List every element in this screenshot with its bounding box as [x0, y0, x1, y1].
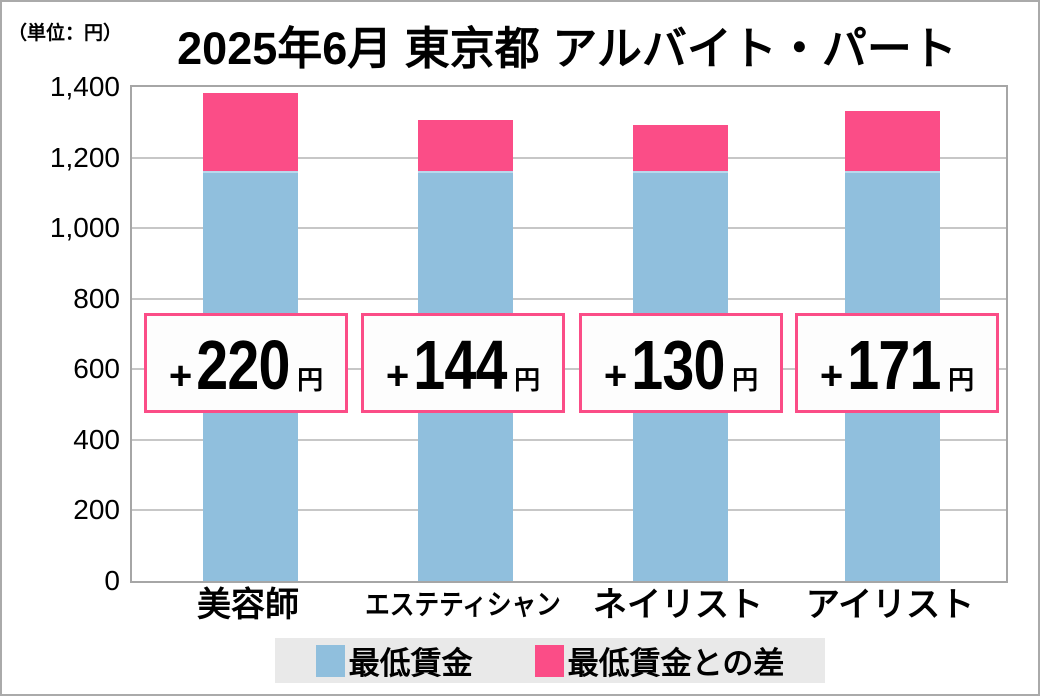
gridline	[132, 368, 1006, 371]
gridline	[132, 509, 1006, 512]
annotation-unit: 円	[732, 365, 759, 395]
annotation-text: +130 円	[604, 330, 758, 400]
y-axis-tick-label: 200	[73, 494, 120, 526]
annotation-value: 220	[196, 326, 291, 404]
annotation-unit: 円	[948, 365, 975, 395]
legend-item: 最低賃金	[315, 638, 473, 683]
bar-segment-diff	[203, 93, 298, 171]
annotation-value: 171	[847, 326, 942, 404]
annotation-text: +171 円	[820, 330, 974, 400]
y-axis-tick-label: 800	[73, 282, 120, 314]
chart-title: 2025年6月 東京都 アルバイト・パート	[177, 23, 957, 74]
gridline	[132, 297, 1006, 300]
bar-segment-diff	[845, 111, 940, 171]
gridline	[132, 227, 1006, 230]
annotation-box: +144 円	[361, 313, 565, 413]
legend-label: 最低賃金との差	[567, 646, 785, 681]
annotation-plus-sign: +	[603, 354, 628, 398]
legend: 最低賃金 最低賃金との差	[275, 638, 825, 683]
annotation-box: +171 円	[795, 313, 999, 413]
bar-segment-diff	[418, 120, 513, 171]
annotation-unit: 円	[514, 365, 541, 395]
y-axis-tick-label: 600	[73, 353, 120, 385]
annotation-plus-sign: +	[168, 354, 193, 398]
gridline	[132, 438, 1006, 441]
annotation-plus-sign: +	[819, 354, 844, 398]
gridline	[132, 156, 1006, 159]
legend-swatch	[534, 644, 564, 677]
x-axis-label: 美容師	[197, 586, 299, 624]
annotation-plus-sign: +	[385, 354, 410, 398]
legend-swatch	[315, 644, 345, 677]
x-axis-label: エステティシャン	[365, 589, 561, 620]
annotation-box: +130 円	[579, 313, 783, 413]
annotation-value: 144	[413, 326, 508, 404]
x-axis-label: アイリスト	[805, 586, 975, 624]
bar-segment-diff	[633, 125, 728, 171]
legend-label: 最低賃金	[348, 646, 473, 681]
y-axis-tick-label: 1,200	[49, 141, 120, 173]
x-axis-label: ネイリスト	[593, 586, 763, 624]
y-axis-tick-label: 400	[73, 423, 120, 455]
y-axis-tick-label: 1,000	[49, 212, 120, 244]
annotation-text: +144 円	[386, 330, 540, 400]
plot-area: +220 円 +144 円 +130 円 +171 円	[130, 85, 1008, 583]
y-axis-tick-label: 0	[104, 565, 120, 596]
y-axis-tick-label: 1,400	[49, 71, 120, 102]
annotation-unit: 円	[297, 365, 324, 395]
annotation-value: 130	[631, 326, 726, 404]
legend-item: 最低賃金との差	[534, 638, 785, 683]
annotation-text: +220 円	[169, 330, 323, 400]
unit-label: （単位：円）	[8, 23, 123, 44]
annotation-box: +220 円	[144, 313, 348, 413]
